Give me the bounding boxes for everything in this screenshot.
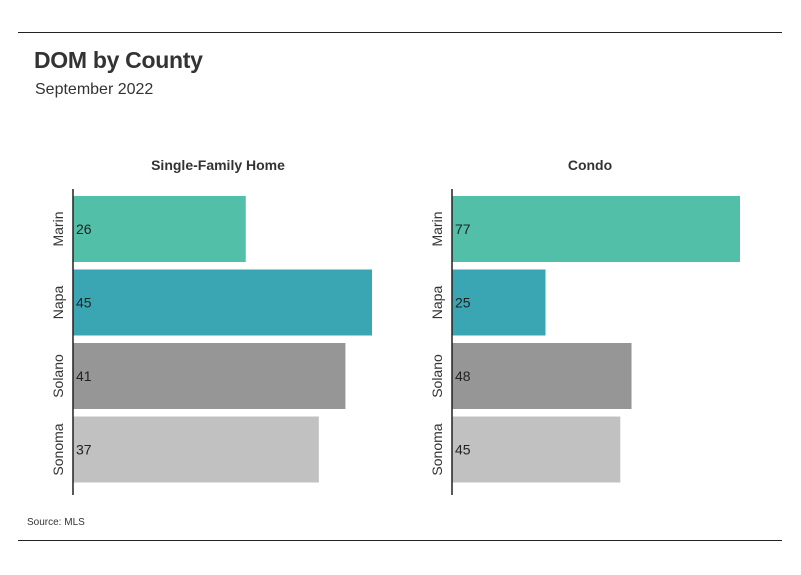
bar-solano (73, 343, 346, 409)
category-label-solano: Solano (50, 354, 66, 398)
chart-subtitle: September 2022 (35, 81, 154, 98)
category-label-sonoma: Sonoma (50, 423, 66, 475)
panel-2: Condo 77 Marin 25 Napa 48 Solano 45 Sonoma (429, 157, 740, 495)
value-label: 41 (76, 368, 92, 384)
bar-solano (452, 343, 632, 409)
panel-title: Single-Family Home (151, 157, 285, 173)
source-note: Source: MLS (27, 517, 85, 528)
value-label: 45 (455, 442, 471, 458)
bar-marin (452, 196, 740, 262)
bottom-rule (18, 540, 782, 541)
panel-title: Condo (568, 157, 612, 173)
bar-marin (73, 196, 246, 262)
value-label: 25 (455, 295, 471, 311)
category-label-napa: Napa (429, 286, 445, 320)
value-label: 26 (76, 221, 92, 237)
bar-napa (452, 269, 546, 336)
category-label-solano: Solano (429, 354, 445, 398)
bar-sonoma (73, 416, 319, 483)
panel-1: Single-Family Home 26 Marin 45 Napa 41 Solano 3… (50, 157, 372, 495)
value-label: 48 (455, 368, 471, 384)
value-label: 37 (76, 442, 92, 458)
category-label-marin: Marin (429, 211, 445, 246)
chart-title: DOM by County (34, 47, 203, 73)
bar-sonoma (452, 416, 621, 483)
category-label-marin: Marin (50, 211, 66, 246)
bar-napa (73, 269, 372, 336)
top-rule (18, 32, 782, 33)
value-label: 45 (76, 295, 92, 311)
category-label-napa: Napa (50, 286, 66, 320)
category-label-sonoma: Sonoma (429, 423, 445, 475)
value-label: 77 (455, 221, 471, 237)
